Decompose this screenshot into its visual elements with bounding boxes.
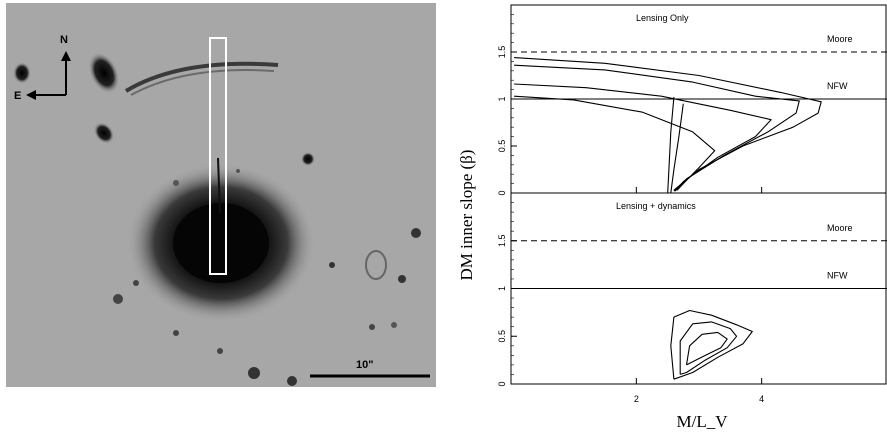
galaxy-image-panel: N E 10" (6, 3, 436, 387)
y-tick-label: 0.5 (497, 330, 507, 343)
spectrograph-slit (209, 37, 227, 275)
y-tick-label: 0 (497, 381, 507, 386)
scale-bar: 10" (310, 359, 430, 378)
contour-top-0 (514, 57, 822, 191)
y-tick-label: 0.5 (497, 140, 507, 153)
x-axis-title: M/L_V (677, 412, 729, 431)
compass-east-label: E (14, 90, 21, 102)
panel-title-bottom: Lensing + dynamics (616, 201, 696, 211)
scale-bar-label: 10" (356, 359, 373, 371)
reference-label-moore: Moore (827, 223, 853, 233)
reference-label-nfw: NFW (827, 271, 848, 281)
contour-bottom-1 (679, 321, 738, 375)
y-tick-label: 1 (497, 96, 507, 101)
field-objects (13, 52, 421, 386)
reference-label-nfw: NFW (827, 81, 848, 91)
contour-top-4 (667, 97, 675, 194)
lensed-arc (124, 61, 279, 96)
panel-title-top: Lensing Only (636, 13, 689, 23)
y-axis-title: DM inner slope (β) (457, 150, 476, 281)
compass-north-label: N (60, 34, 68, 46)
y-tick-label: 1.5 (497, 234, 507, 247)
contour-curves (514, 57, 822, 380)
y-tick-label: 1 (497, 286, 507, 291)
constraint-chart: 0 0.5 1 1.5 Moore NFW Lensing Only 0 0.5 1 1.5 2 4 Mo… (457, 4, 887, 431)
contour-top-2 (514, 83, 772, 192)
contour-bottom-0 (670, 309, 753, 380)
contour-top-1 (514, 64, 800, 192)
contour-top-3 (514, 95, 716, 191)
chart-labels: 0 0.5 1 1.5 Moore NFW Lensing Only 0 0.5 1 1.5 2 4 Mo… (497, 13, 853, 404)
y-tick-label: 0 (497, 190, 507, 195)
compass-rose: N E (14, 34, 71, 102)
contour-top-5 (670, 103, 684, 194)
x-tick-label: 4 (759, 394, 764, 404)
contour-bottom-2 (685, 331, 728, 366)
chart-frames (510, 4, 887, 385)
lens-galaxy (126, 163, 316, 323)
y-tick-label: 1.5 (497, 46, 507, 59)
reference-lines (511, 51, 887, 289)
x-tick-label: 2 (634, 394, 639, 404)
reference-label-moore: Moore (827, 34, 853, 44)
